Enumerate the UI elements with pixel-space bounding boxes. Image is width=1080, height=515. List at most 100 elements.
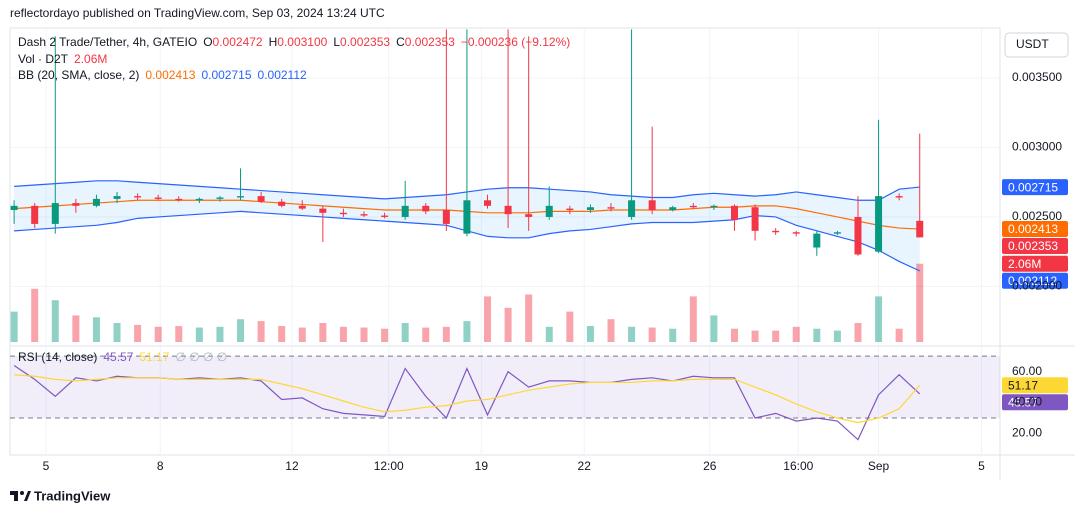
candle-body xyxy=(442,210,450,224)
logo-shape xyxy=(24,491,31,501)
x-tick-label: Sep xyxy=(868,459,890,473)
volume-bar xyxy=(237,319,245,342)
volume-bar xyxy=(422,327,430,342)
ohlc-letter: C xyxy=(396,35,405,49)
plot xyxy=(10,29,1000,441)
candle-body xyxy=(833,232,841,234)
candle-body xyxy=(751,207,759,231)
value-box xyxy=(1002,179,1068,196)
candle-body xyxy=(916,220,924,238)
volume-bar xyxy=(504,307,512,342)
candle-body xyxy=(92,198,100,206)
volume-bar xyxy=(792,326,800,342)
candle-body xyxy=(422,205,430,212)
rsi-placeholders: ∅ ∅ ∅ ∅ xyxy=(175,350,227,364)
volume-bar xyxy=(628,326,636,342)
candle-body xyxy=(195,198,203,201)
value-box-label: 0.002715 xyxy=(1008,180,1058,194)
bb-upper-value: 0.002715 xyxy=(201,68,251,82)
candle-body xyxy=(237,196,245,198)
candle-body xyxy=(113,196,121,199)
rsi-band xyxy=(10,356,1000,418)
value-box xyxy=(1002,238,1068,255)
volume-bar xyxy=(278,326,286,342)
volume-bar xyxy=(648,327,656,342)
price-labels: 0.002715 0.002413 0.002353 2.06M 0.002112 51.… xyxy=(1002,179,1068,411)
symbol-legend: Dash 2 Trade/Tether, 4h, GATEIO O0.002472… xyxy=(18,35,570,49)
brand-logo: TradingView xyxy=(10,488,111,503)
rsi-legend: RSI (14, close) 45.57 51.17 ∅ ∅ ∅ ∅ xyxy=(18,350,227,364)
rsi-tick-label: 20.00 xyxy=(1012,426,1042,440)
x-tick-label: 5 xyxy=(978,459,985,473)
x-tick-label: 8 xyxy=(157,459,164,473)
volume-bar xyxy=(216,326,224,342)
volume-bar xyxy=(442,326,450,342)
currency[interactable]: USDT xyxy=(1016,37,1049,51)
rsi-line xyxy=(14,374,921,424)
candle-body xyxy=(813,233,821,248)
x-tick-label: 12 xyxy=(285,459,299,473)
candle-body xyxy=(175,198,183,201)
bb-legend: BB (20, SMA, close, 2) 0.002413 0.002715 0.… xyxy=(18,68,307,82)
volume-bar xyxy=(339,326,347,342)
volume-bar xyxy=(772,330,780,342)
bb-basis-value: 0.002413 xyxy=(145,68,195,82)
candle-body xyxy=(730,205,738,220)
rsi-tick-label: 40.00 xyxy=(1012,395,1042,409)
currency-button[interactable] xyxy=(1004,32,1069,58)
volume-bar xyxy=(72,315,80,342)
candle-body xyxy=(278,201,286,206)
candle-body xyxy=(154,197,162,199)
candle-body xyxy=(628,200,636,217)
rsi-title: RSI (14, close) xyxy=(18,350,97,364)
volume-bar xyxy=(31,288,39,342)
logo-shape xyxy=(20,491,24,495)
volume-bar xyxy=(360,327,368,342)
value-box-label: 2.06M xyxy=(1008,257,1041,271)
value-box-label: 0.002413 xyxy=(1008,222,1058,236)
candle-body xyxy=(401,205,409,217)
volume-bar xyxy=(484,296,492,342)
volume-bar xyxy=(134,324,142,342)
ohlc-letter: L xyxy=(333,35,340,49)
volume-legend: Vol · D2T 2.06M xyxy=(18,52,107,66)
candle-body xyxy=(854,216,862,255)
rsi-tick-label: 60.00 xyxy=(1012,364,1042,378)
volume-bar xyxy=(175,326,183,342)
rsi-value: 45.57 xyxy=(103,350,133,364)
change: −0.000236 (−9.12%) xyxy=(461,35,570,49)
candle-body xyxy=(51,203,59,224)
candle-body xyxy=(463,200,471,234)
value-box xyxy=(1002,272,1068,289)
value-box-label: 45.57 xyxy=(1008,395,1038,409)
x-tick-label: 26 xyxy=(703,459,717,473)
symbol-title: Dash 2 Trade/Tether, 4h, GATEIO xyxy=(18,35,197,49)
ohlc-value: 0.003100 xyxy=(277,35,327,49)
x-tick-label: 12:00 xyxy=(374,459,404,473)
volume-bar xyxy=(298,327,306,342)
candle-body xyxy=(504,205,512,215)
candle-body xyxy=(772,230,780,233)
volume-bar xyxy=(92,317,100,342)
value-box xyxy=(1002,377,1068,394)
candle-body xyxy=(875,196,883,252)
candle-body xyxy=(216,197,224,199)
volume-bar xyxy=(195,327,203,342)
volume-bar xyxy=(545,326,553,342)
volume-bar xyxy=(381,328,389,342)
candle-body xyxy=(566,208,574,211)
attribution: reflectordayo published on TradingView.c… xyxy=(10,6,385,20)
candle-body xyxy=(484,200,492,206)
ohlc-value: 0.002353 xyxy=(405,35,455,49)
candle-body xyxy=(792,232,800,234)
candle-body xyxy=(298,205,306,209)
value-box-label: 0.002353 xyxy=(1008,239,1058,253)
x-tick-label: 16:00 xyxy=(783,459,813,473)
y-tick-label: 0.002500 xyxy=(1012,209,1062,223)
y-tick-label: 0.003000 xyxy=(1012,140,1062,154)
value-box xyxy=(1002,394,1068,411)
volume-bar xyxy=(875,296,883,342)
y-tick-label: 0.003500 xyxy=(1012,70,1062,84)
bb-title: BB (20, SMA, close, 2) xyxy=(18,68,139,82)
